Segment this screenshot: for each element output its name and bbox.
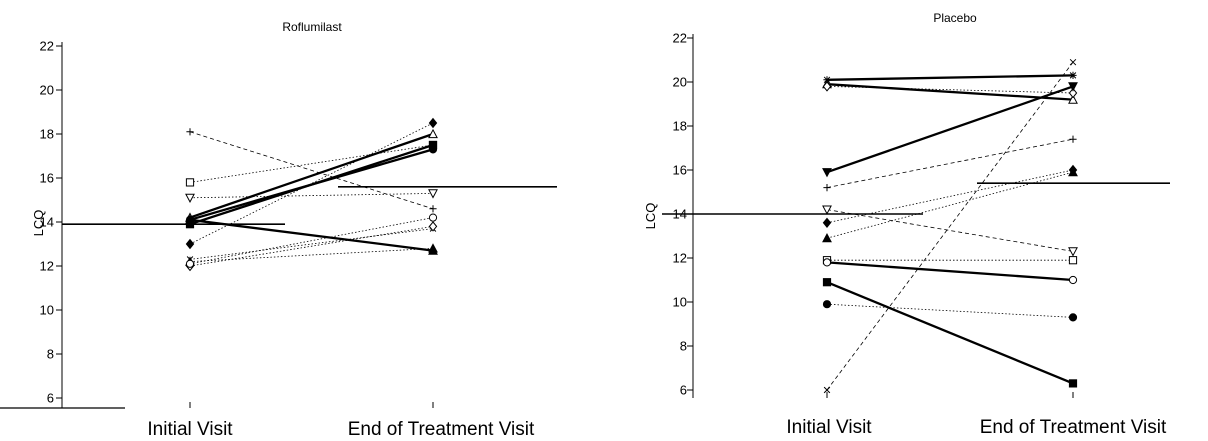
- marker-circle: [822, 300, 832, 309]
- series-line: [189, 143, 434, 226]
- series-line: [826, 85, 1074, 174]
- y-tick-label: 14: [40, 215, 54, 230]
- marker-diamond-open: [1068, 87, 1078, 99]
- series-line: [189, 228, 434, 260]
- marker-tri-down: [1068, 82, 1078, 92]
- marker-tri-up: [822, 233, 832, 243]
- marker-circle-open: [185, 259, 195, 268]
- series-line: [826, 138, 1074, 188]
- y-tick-label: 12: [40, 259, 54, 274]
- y-tick-label: 12: [673, 251, 687, 266]
- marker-tri-down-open: [1068, 247, 1078, 257]
- y-axis-label: LCQ: [31, 210, 46, 237]
- series-line: [189, 217, 434, 265]
- marker-circle: [1068, 313, 1078, 322]
- marker-asterisk: [1069, 71, 1077, 79]
- y-tick-label: 6: [680, 383, 687, 398]
- series-line: [826, 169, 1074, 224]
- marker-tri-down: [822, 168, 832, 178]
- marker-square-open: [1068, 256, 1078, 265]
- marker-circle-open: [1068, 275, 1078, 285]
- series-line: [189, 248, 434, 262]
- marker-tri-down-open: [822, 205, 832, 215]
- marker-plus: [186, 128, 194, 136]
- series-line: [189, 131, 434, 210]
- plot-area: 6 8 10 12 14 16 18 20 22: [0, 39, 557, 409]
- panel-roflumilast: Roflumilast LCQ Initial Visit End of Tre…: [0, 20, 557, 440]
- y-tick-label: 10: [673, 295, 687, 310]
- y-tick-label: 8: [680, 339, 687, 354]
- marker-plus: [429, 205, 437, 213]
- x-category-label: Initial Visit: [147, 419, 233, 440]
- y-tick-label: 10: [40, 303, 54, 318]
- y-tick-label: 22: [673, 31, 687, 46]
- marker-cross: [823, 386, 831, 394]
- series-line: [826, 61, 1074, 391]
- series-line: [189, 218, 434, 252]
- marker-diamond-open: [822, 81, 832, 92]
- series-line: [189, 193, 434, 199]
- series-line: [826, 281, 1074, 385]
- x-category-label: End of Treatment Visit: [348, 419, 535, 440]
- marker-cross: [1069, 58, 1077, 66]
- series-line: [826, 303, 1074, 318]
- marker-tri-up-open: [1068, 94, 1078, 104]
- marker-tri-up: [1068, 167, 1078, 177]
- y-tick-label: 16: [40, 171, 54, 186]
- series-line: [826, 209, 1074, 252]
- marker-plus: [1069, 135, 1077, 143]
- marker-square: [185, 220, 195, 229]
- marker-square: [822, 278, 832, 287]
- marker-tri-up: [428, 243, 438, 253]
- marker-diamond: [185, 238, 195, 250]
- marker-diamond: [822, 217, 832, 228]
- series-line: [826, 171, 1074, 239]
- marker-circle-open: [822, 258, 832, 267]
- y-axis-label: LCQ: [643, 203, 658, 230]
- marker-tri-down-open: [185, 193, 195, 203]
- y-tick-label: 22: [40, 39, 54, 54]
- marker-diamond-open: [428, 221, 438, 232]
- marker-square: [1068, 379, 1078, 388]
- series-line: [826, 261, 1074, 282]
- marker-diamond: [428, 117, 438, 129]
- x-category-label: End of Treatment Visit: [980, 417, 1167, 438]
- y-tick-label: 16: [673, 163, 687, 178]
- y-tick-label: 6: [47, 391, 54, 406]
- y-tick-label: 20: [673, 75, 687, 90]
- panel-title: Placebo: [933, 11, 977, 25]
- y-tick-label: 20: [40, 83, 54, 98]
- marker-tri-up-open: [428, 128, 438, 139]
- marker-square: [428, 140, 438, 150]
- marker-tri-down-open: [428, 189, 438, 199]
- series-line: [189, 226, 434, 267]
- y-tick-label: 8: [47, 347, 54, 362]
- panel-title: Roflumilast: [282, 20, 342, 34]
- marker-plus: [823, 184, 831, 192]
- marker-circle-open: [428, 213, 438, 222]
- series-line: [189, 132, 434, 219]
- series-line: [826, 74, 1074, 81]
- y-tick-label: 18: [673, 119, 687, 134]
- marker-square-open: [185, 178, 195, 187]
- x-category-label: Initial Visit: [786, 417, 872, 438]
- series-line: [826, 83, 1074, 101]
- panel-placebo: Placebo LCQ Initial Visit End of Treatme…: [643, 11, 1170, 438]
- series-line: [189, 144, 434, 183]
- series-line: [826, 86, 1074, 94]
- y-tick-label: 18: [40, 127, 54, 142]
